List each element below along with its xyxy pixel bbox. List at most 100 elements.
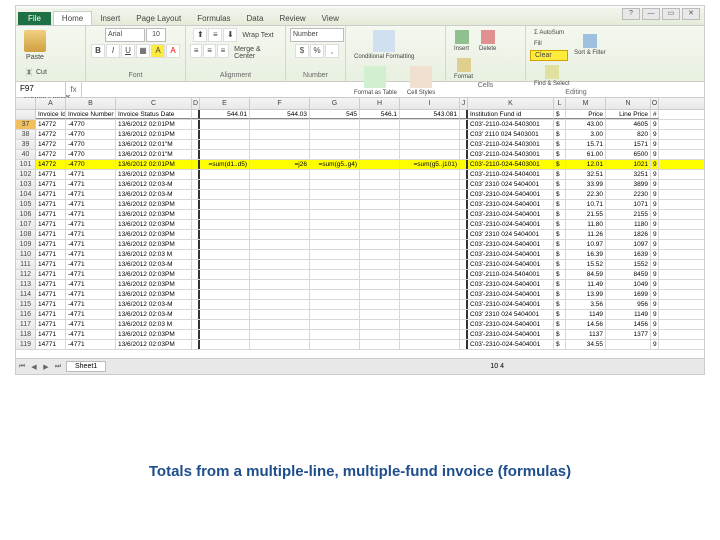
cell-C[interactable]: 13/6/2012 02:01"M [116,140,192,149]
tab-view[interactable]: View [314,12,347,25]
cell-I[interactable] [400,320,460,329]
cell-C[interactable]: 13/6/2012 02:03-M [116,300,192,309]
cell-F[interactable] [250,150,310,159]
cell-O[interactable]: 9 [651,310,659,319]
cell-C[interactable]: 13/6/2012 02:03PM [116,230,192,239]
cell-L[interactable]: $ [554,160,566,169]
cell-B[interactable]: -4771 [66,200,116,209]
cell-E[interactable] [200,330,250,339]
cell-F[interactable] [250,170,310,179]
cell-B[interactable]: -4771 [66,170,116,179]
cell-N[interactable]: 820 [606,130,651,139]
cell-N[interactable]: 2155 [606,210,651,219]
cell-I[interactable] [400,130,460,139]
tab-formulas[interactable]: Formulas [189,12,238,25]
cell-G[interactable] [310,190,360,199]
cell-H[interactable] [360,200,400,209]
cell-J[interactable] [460,160,468,169]
bold-button[interactable]: B [91,44,105,58]
cell-A[interactable]: 14771 [36,330,66,339]
cell-H[interactable] [360,230,400,239]
row-number[interactable]: 106 [16,210,36,219]
cell-L[interactable]: $ [554,240,566,249]
cell-F[interactable] [250,180,310,189]
cell-I[interactable] [400,220,460,229]
cell-K[interactable]: C03'-2310-024-5404001 [468,290,554,299]
hdr-invoice-id[interactable]: Invoice Id [36,110,66,119]
cell-A[interactable]: 14771 [36,250,66,259]
cell-E[interactable] [200,260,250,269]
cell-B[interactable]: -4771 [66,290,116,299]
cell-C[interactable]: 13/6/2012 02:03PM [116,330,192,339]
cell-C[interactable]: 13/6/2012 02:03-M [116,190,192,199]
cell-H[interactable] [360,140,400,149]
row-number[interactable]: 105 [16,200,36,209]
cell-D[interactable] [192,260,200,269]
cell-F[interactable] [250,250,310,259]
cell-M[interactable]: 16.39 [566,250,606,259]
cell-E[interactable] [200,320,250,329]
cell-L[interactable]: $ [554,170,566,179]
cell-O[interactable]: 9 [651,210,659,219]
cell-G[interactable] [310,320,360,329]
cell-C[interactable]: 13/6/2012 02:03PM [116,240,192,249]
cell-N[interactable]: 1180 [606,220,651,229]
cell-I[interactable] [400,200,460,209]
cell-F[interactable] [250,130,310,139]
align-left-button[interactable]: ≡ [190,44,202,58]
conditional-formatting-button[interactable]: Conditional Formatting [350,28,418,62]
cell-O[interactable]: 9 [651,250,659,259]
cell-I[interactable] [400,250,460,259]
cell-H[interactable] [360,220,400,229]
format-button[interactable]: Format [450,56,477,82]
row-number[interactable]: 112 [16,270,36,279]
cell-B[interactable]: -4771 [66,300,116,309]
cell-M[interactable]: 15.52 [566,260,606,269]
cell-L[interactable]: $ [554,190,566,199]
cell-O[interactable]: 9 [651,190,659,199]
cell-G[interactable] [310,300,360,309]
cell-H[interactable] [360,320,400,329]
cell-G[interactable] [310,140,360,149]
cell-O[interactable]: 9 [651,130,659,139]
cell-N[interactable]: 3251 [606,170,651,179]
cell-C[interactable]: 13/6/2012 02:01PM [116,160,192,169]
cell-I[interactable] [400,240,460,249]
cell-D[interactable] [192,330,200,339]
cell-M[interactable]: 12.01 [566,160,606,169]
sheet-tab-1[interactable]: Sheet1 [66,361,106,372]
cell-M[interactable]: 61.00 [566,150,606,159]
cell-J[interactable] [460,260,468,269]
hdr-fund-id[interactable]: Institution Fund id [468,110,554,119]
cell-A[interactable]: 14771 [36,310,66,319]
hdr-d[interactable] [192,110,200,119]
cell-I[interactable] [400,290,460,299]
cell-E[interactable] [200,200,250,209]
cell-D[interactable] [192,300,200,309]
cell-G[interactable]: =sum(g5..g4) [310,160,360,169]
cell-M[interactable]: 11.80 [566,220,606,229]
cell-G[interactable] [310,130,360,139]
cell-E[interactable] [200,250,250,259]
align-center-button[interactable]: ≡ [203,44,215,58]
cell-A[interactable]: 14771 [36,280,66,289]
cell-G[interactable] [310,180,360,189]
cell-J[interactable] [460,190,468,199]
cell-B[interactable]: -4770 [66,130,116,139]
cell-I[interactable] [400,260,460,269]
cell-H[interactable] [360,180,400,189]
row-number[interactable]: 116 [16,310,36,319]
cell-L[interactable]: $ [554,210,566,219]
maximize-button[interactable]: ▭ [662,8,680,20]
row-number[interactable]: 37 [16,120,36,129]
cell-J[interactable] [460,310,468,319]
table-row[interactable]: 11214771-477113/6/2012 02:03PMC03'-2110-… [16,270,704,280]
row-number[interactable]: 118 [16,330,36,339]
cell-F[interactable] [250,220,310,229]
cell-K[interactable]: C03'-2310-024-5404001 [468,280,554,289]
table-row[interactable]: 3914772-477013/6/2012 02:01"MC03'-2110-0… [16,140,704,150]
cell-K[interactable]: C03'-2310-024-5404001 [468,340,554,349]
cell-I[interactable] [400,150,460,159]
cell-H[interactable] [360,190,400,199]
cell-N[interactable]: 1456 [606,320,651,329]
